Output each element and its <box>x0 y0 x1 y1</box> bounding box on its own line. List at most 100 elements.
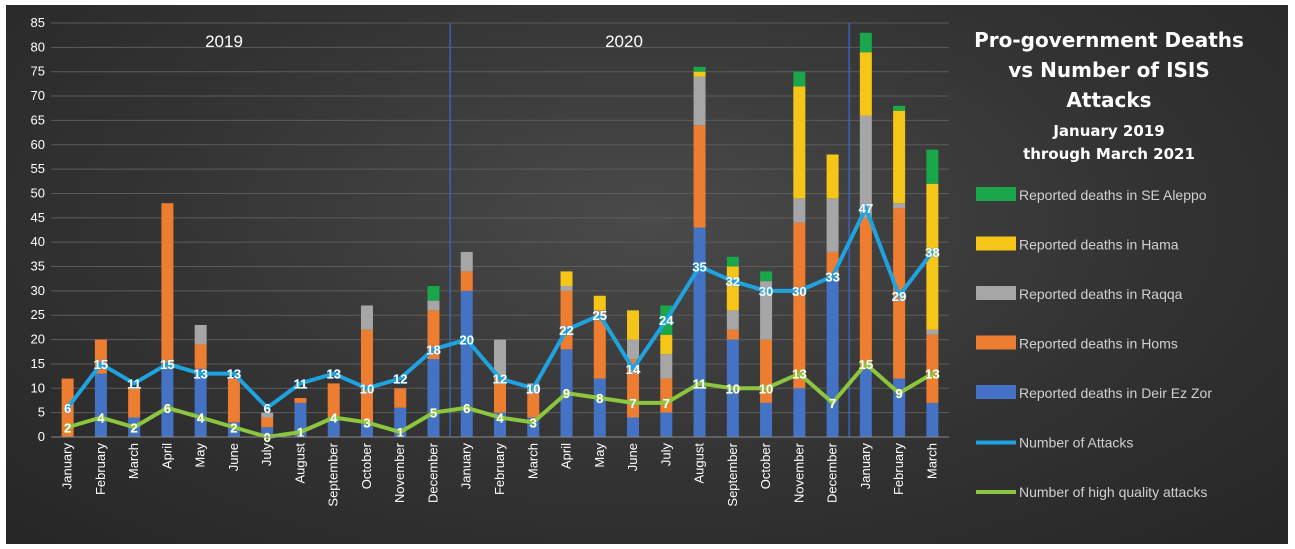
line-number-of-attacks <box>65 206 935 410</box>
bar-reported-deaths-in-hama <box>826 154 839 199</box>
legend-swatch-reported-deaths-in-se-aleppo <box>976 187 1016 201</box>
bar-reported-deaths-in-raqqa <box>793 198 806 223</box>
bar-reported-deaths-in-deir-ez-zor <box>294 402 307 437</box>
y-tick-label: 0 <box>38 429 45 444</box>
bar-reported-deaths-in-homs <box>460 271 473 291</box>
chart-subtitle-line: January 2019 <box>1052 122 1164 140</box>
x-tick-label: February <box>891 443 906 496</box>
bar-reported-deaths-in-deir-ez-zor <box>94 373 107 437</box>
bar-reported-deaths-in-homs <box>926 334 939 403</box>
bar-reported-deaths-in-deir-ez-zor <box>593 378 606 437</box>
legend-swatch-reported-deaths-in-homs <box>976 335 1016 350</box>
bar-reported-deaths-in-homs <box>494 378 506 413</box>
bar-reported-deaths-in-se-aleppo <box>893 105 906 111</box>
bar-reported-deaths-in-deir-ez-zor <box>627 417 640 437</box>
legend-label-reported-deaths-in-homs: Reported deaths in Homs <box>1019 336 1178 352</box>
legend-label-reported-deaths-in-raqqa: Reported deaths in Raqqa <box>1019 286 1183 302</box>
data-label-number-of-attacks: 6 <box>264 401 271 416</box>
x-tick-label: October <box>359 442 374 489</box>
x-tick-label: January <box>60 443 75 490</box>
data-label-number-of-attacks: 10 <box>526 381 540 396</box>
legend-swatch-reported-deaths-in-deir-ez-zor <box>976 385 1016 399</box>
bar-reported-deaths-in-raqqa <box>261 412 274 418</box>
bar-reported-deaths-in-raqqa <box>859 115 872 218</box>
bar-reported-deaths-in-homs <box>693 125 706 228</box>
bar-reported-deaths-in-raqqa <box>826 198 839 252</box>
x-tick-label: September <box>326 442 341 506</box>
bar-reported-deaths-in-raqqa <box>427 300 440 311</box>
data-label-number-of-high-quality-attacks: 2 <box>230 420 237 435</box>
y-tick-label: 40 <box>31 234 45 249</box>
data-label-number-of-attacks: 12 <box>493 372 507 387</box>
bar-reported-deaths-in-hama <box>926 183 939 330</box>
bar-reported-deaths-in-hama <box>893 110 906 204</box>
bar-reported-deaths-in-deir-ez-zor <box>859 368 872 437</box>
bar-reported-deaths-in-raqqa <box>926 329 939 335</box>
data-label-number-of-attacks: 13 <box>193 367 207 382</box>
chart-title-block: Pro-government Deaths vs Number of ISIS At… <box>974 28 1244 163</box>
data-label-number-of-attacks: 32 <box>726 274 740 289</box>
data-label-number-of-attacks: 15 <box>160 357 174 372</box>
bar-reported-deaths-in-raqqa <box>194 324 207 345</box>
y-tick-label: 80 <box>31 39 45 54</box>
bar-reported-deaths-in-homs <box>394 388 407 408</box>
chart-title-line: Attacks <box>1066 88 1151 112</box>
data-label-number-of-high-quality-attacks: 4 <box>197 411 205 426</box>
x-tick-label: April <box>559 443 574 469</box>
bar-reported-deaths-in-raqqa <box>560 286 573 291</box>
y-tick-label: 10 <box>31 380 45 395</box>
data-label-number-of-high-quality-attacks: 10 <box>759 381 773 396</box>
y-tick-label: 25 <box>31 307 45 322</box>
chart-frame: 6 15 11 15 13 13 6 11 13 10 12 18 20 12 10 22 25 14 24 35 32… <box>6 5 1288 544</box>
bar-reported-deaths-in-hama <box>627 310 640 340</box>
y-tick-label: 85 <box>31 15 45 30</box>
bar-reported-deaths-in-se-aleppo <box>859 32 872 53</box>
data-label-number-of-high-quality-attacks: 3 <box>363 415 370 430</box>
bar-reported-deaths-in-se-aleppo <box>926 149 939 184</box>
data-label-number-of-attacks: 13 <box>227 367 241 382</box>
bar-reported-deaths-in-se-aleppo <box>726 256 739 267</box>
bar-reported-deaths-in-se-aleppo <box>427 286 440 301</box>
x-tick-label: September <box>725 442 740 506</box>
chart-subtitle-line: through March 2021 <box>1023 145 1195 163</box>
data-label-number-of-high-quality-attacks: 4 <box>97 411 105 426</box>
x-tick-label: August <box>692 443 707 484</box>
bar-reported-deaths-in-raqqa <box>660 354 673 379</box>
x-tick-label: March <box>924 443 939 479</box>
x-tick-label: May <box>592 443 607 468</box>
y-tick-label: 20 <box>31 332 45 347</box>
data-label-number-of-high-quality-attacks: 6 <box>164 401 171 416</box>
bar-reported-deaths-in-deir-ez-zor <box>660 412 673 437</box>
x-tick-label: November <box>791 442 806 503</box>
data-label-number-of-attacks: 14 <box>626 362 641 377</box>
legend-label-reported-deaths-in-se-aleppo: Reported deaths in SE Aleppo <box>1019 187 1207 203</box>
bar-reported-deaths-in-se-aleppo <box>693 66 706 72</box>
data-label-number-of-attacks: 18 <box>426 342 440 357</box>
data-label-number-of-attacks: 25 <box>593 308 607 323</box>
data-label-number-of-attacks: 29 <box>892 289 906 304</box>
bar-reported-deaths-in-deir-ez-zor <box>327 417 340 437</box>
bar-reported-deaths-in-raqqa <box>360 305 373 330</box>
data-label-number-of-attacks: 30 <box>759 284 773 299</box>
x-tick-label: August <box>292 443 307 484</box>
y-tick-label: 5 <box>38 405 45 420</box>
legend-label-number-of-high-quality-attacks: Number of high quality attacks <box>1019 484 1207 500</box>
axes: 0510152025303540455055606570758085Januar… <box>31 15 949 507</box>
bar-reported-deaths-in-raqqa <box>627 339 640 360</box>
legend-label-number-of-attacks: Number of Attacks <box>1019 435 1133 451</box>
data-label-number-of-attacks: 22 <box>559 323 573 338</box>
y-tick-label: 75 <box>31 64 45 79</box>
legend: Reported deaths in SE Aleppo Reported dea… <box>976 187 1212 500</box>
x-tick-label: October <box>758 442 773 489</box>
bar-reported-deaths-in-homs <box>327 383 340 418</box>
bar-reported-deaths-in-hama <box>660 334 673 355</box>
bar-reported-deaths-in-homs <box>294 398 307 403</box>
data-label-number-of-attacks: 10 <box>360 381 374 396</box>
bar-reported-deaths-in-se-aleppo <box>793 71 806 87</box>
chart-title-line: vs Number of ISIS <box>1008 58 1210 82</box>
bar-reported-deaths-in-deir-ez-zor <box>760 402 773 437</box>
bar-reported-deaths-in-hama <box>693 71 706 77</box>
year-label-2020: 2020 <box>605 32 643 51</box>
bar-reported-deaths-in-homs <box>261 417 274 428</box>
